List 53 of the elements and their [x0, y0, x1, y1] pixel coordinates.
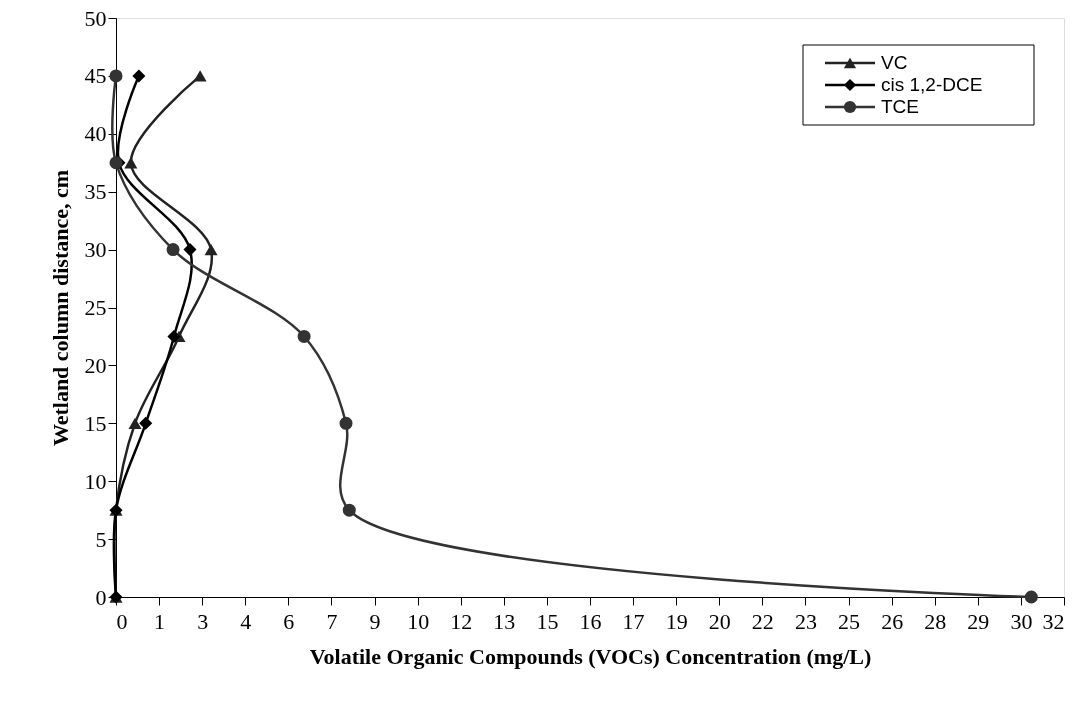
x-tick-label: 29: [967, 608, 990, 634]
point: [183, 243, 197, 257]
x-tick-label: 15: [536, 608, 559, 634]
point: [297, 329, 311, 343]
y-tick-label: 0: [95, 584, 107, 610]
x-tick-label: 0: [116, 608, 128, 634]
x-tick-label: 9: [369, 608, 381, 634]
point: [139, 416, 153, 430]
x-tick-label: 17: [622, 608, 645, 634]
x-tick-label: 13: [493, 608, 516, 634]
legend-label: cis 1,2-DCE: [881, 74, 983, 95]
point: [193, 70, 207, 82]
legend-label: TCE: [881, 96, 919, 117]
x-tick-label: 20: [708, 608, 731, 634]
y-tick-label: 15: [84, 410, 107, 436]
x-tick-label: 10: [407, 608, 430, 634]
x-tick-label: 30: [1010, 608, 1033, 634]
point: [1024, 590, 1038, 604]
y-tick-label: 25: [84, 295, 107, 320]
x-tick-label: 28: [924, 608, 947, 634]
x-tick-label: 12: [450, 608, 473, 634]
x-tick-label: 32: [1042, 608, 1065, 634]
x-tick-label: 6: [283, 608, 295, 634]
x-tick-label: 25: [838, 608, 861, 634]
x-tick-label: 4: [240, 608, 252, 634]
y-tick-label: 10: [84, 468, 107, 494]
y-tick-label: 5: [95, 526, 107, 552]
point: [166, 243, 180, 257]
y-tick-label: 20: [84, 352, 107, 378]
x-tick-label: 26: [881, 608, 904, 634]
x-tick-label: 1: [154, 608, 166, 634]
legend-label: VC: [881, 52, 908, 73]
point: [339, 416, 353, 430]
point: [109, 69, 123, 83]
x-tick-label: 23: [794, 608, 817, 634]
point: [132, 69, 146, 83]
y-axis-title: Wetland column distance, cm: [47, 169, 73, 447]
y-tick-label: 40: [84, 121, 107, 147]
x-tick-label: 3: [197, 608, 209, 634]
point: [124, 157, 138, 169]
x-tick-label: 16: [579, 608, 602, 634]
y-tick-label: 50: [84, 5, 107, 31]
point: [342, 503, 356, 517]
y-tick-label: 35: [84, 179, 107, 205]
x-axis-title: Volatile Organic Compounds (VOCs) Concentration (mg/L): [309, 643, 872, 669]
x-tick-label: 19: [665, 608, 688, 634]
point: [128, 417, 142, 429]
x-tick-label: 7: [326, 608, 338, 634]
point: [204, 243, 218, 256]
y-tick-label: 45: [84, 63, 107, 89]
y-tick-label: 30: [84, 237, 107, 263]
x-tick-label: 22: [751, 608, 774, 634]
point: [167, 329, 181, 343]
